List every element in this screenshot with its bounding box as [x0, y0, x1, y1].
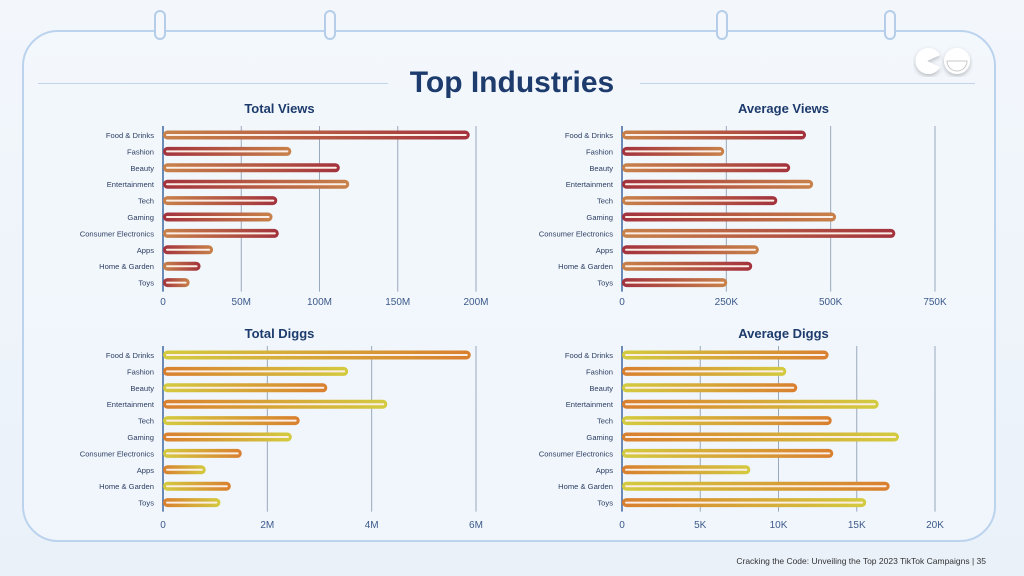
category-label: Consumer Electronics	[80, 449, 154, 458]
x-tick-label: 4M	[365, 520, 379, 531]
category-label: Beauty	[589, 384, 613, 393]
category-label: Tech	[138, 417, 154, 426]
category-label: Home & Garden	[558, 262, 613, 271]
x-tick-label: 150M	[385, 297, 410, 308]
x-tick-label: 15K	[848, 520, 866, 531]
chart-2: Total Diggs 0 2M 4M 6M Food & Drinks Fashion Be…	[80, 326, 483, 531]
x-tick-label: 0	[160, 297, 166, 308]
footer-text: Cracking the Code: Unveiling the Top 202…	[736, 556, 986, 566]
category-label: Gaming	[586, 433, 613, 442]
chart-0: Total Views 0 50M 100M 150M 200M Food & Drinks…	[80, 101, 489, 308]
x-tick-label: 0	[619, 297, 625, 308]
chart-title: Average Views	[738, 101, 829, 116]
chart-title: Total Diggs	[245, 326, 315, 341]
category-label: Tech	[597, 417, 613, 426]
x-tick-label: 6M	[469, 520, 483, 531]
chart-title: Total Views	[244, 101, 314, 116]
brand-logo-icon	[915, 48, 970, 74]
category-label: Food & Drinks	[565, 131, 613, 140]
category-label: Toys	[597, 279, 613, 288]
x-tick-label: 5K	[694, 520, 707, 531]
category-label: Home & Garden	[99, 262, 154, 271]
x-tick-label: 10K	[770, 520, 788, 531]
x-tick-label: 200M	[463, 297, 488, 308]
category-label: Apps	[596, 246, 614, 255]
x-tick-label: 2M	[260, 520, 274, 531]
category-label: Toys	[138, 279, 154, 288]
binder-ring	[716, 10, 728, 40]
category-label: Apps	[596, 466, 614, 475]
chart-1: Average Views 0 250K 500K 750K Food & Drinks F…	[539, 101, 947, 308]
category-label: Entertainment	[566, 180, 614, 189]
category-label: Apps	[137, 246, 155, 255]
x-tick-label: 20K	[926, 520, 944, 531]
category-label: Toys	[138, 499, 154, 508]
category-label: Tech	[138, 197, 154, 206]
title-divider-right	[640, 83, 975, 84]
x-tick-label: 250K	[715, 297, 739, 308]
category-label: Entertainment	[107, 180, 155, 189]
category-label: Beauty	[130, 164, 154, 173]
category-label: Fashion	[586, 147, 613, 156]
x-tick-label: 0	[160, 520, 166, 531]
category-label: Consumer Electronics	[539, 229, 613, 238]
x-tick-label: 500K	[819, 297, 843, 308]
binder-ring	[884, 10, 896, 40]
category-label: Fashion	[127, 147, 154, 156]
category-label: Food & Drinks	[106, 131, 154, 140]
x-tick-label: 100M	[307, 297, 332, 308]
category-label: Fashion	[586, 367, 613, 376]
category-label: Entertainment	[107, 400, 155, 409]
category-label: Gaming	[127, 433, 154, 442]
x-tick-label: 50M	[232, 297, 251, 308]
category-label: Consumer Electronics	[80, 229, 154, 238]
category-label: Fashion	[127, 367, 154, 376]
category-label: Toys	[597, 499, 613, 508]
category-label: Consumer Electronics	[539, 449, 613, 458]
category-label: Gaming	[586, 213, 613, 222]
x-tick-label: 0	[619, 520, 625, 531]
chart-title: Average Diggs	[738, 326, 829, 341]
category-label: Home & Garden	[558, 482, 613, 491]
category-label: Beauty	[589, 164, 613, 173]
binder-ring	[324, 10, 336, 40]
category-label: Gaming	[127, 213, 154, 222]
category-label: Beauty	[130, 384, 154, 393]
binder-ring	[154, 10, 166, 40]
category-label: Food & Drinks	[565, 351, 613, 360]
title-divider-left	[38, 83, 388, 84]
category-label: Food & Drinks	[106, 351, 154, 360]
category-label: Entertainment	[566, 400, 614, 409]
category-label: Home & Garden	[99, 482, 154, 491]
category-label: Tech	[597, 197, 613, 206]
page-title: Top Industries	[409, 66, 615, 99]
x-tick-label: 750K	[923, 297, 947, 308]
chart-3: Average Diggs 0 5K 10K 15K 20K Food & Drinks Fa…	[539, 326, 945, 531]
category-label: Apps	[137, 466, 155, 475]
